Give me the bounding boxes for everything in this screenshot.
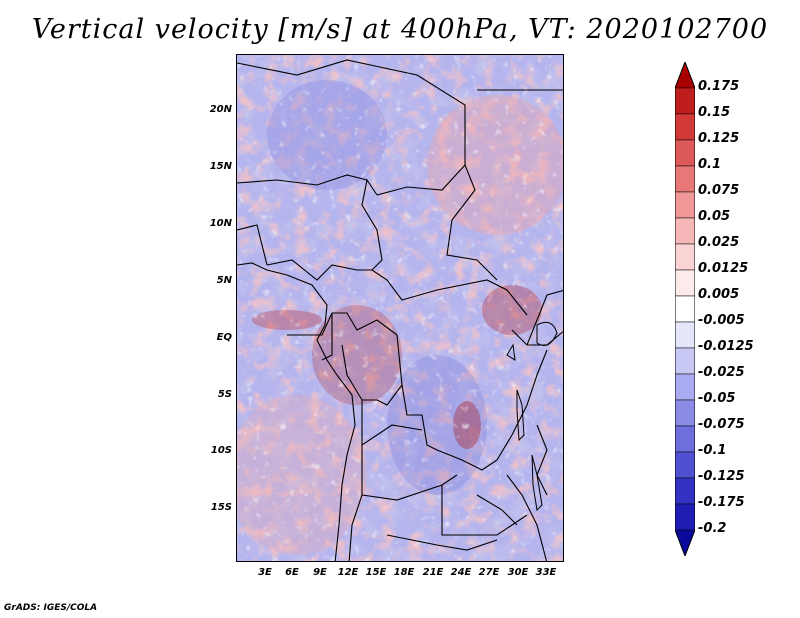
lat-label-15s: 15S (210, 502, 232, 513)
lakes (506, 321, 558, 512)
colorbar-label-neg0025: -0.025 (698, 365, 745, 380)
lake-tanganyika (516, 389, 525, 442)
lake-kivu (506, 343, 516, 361)
lon-label-21e: 21E (422, 567, 444, 578)
lat-label-10s: 10S (210, 445, 232, 456)
lon-label-33e: 33E (535, 567, 557, 578)
colorbar-label-005: 0.05 (698, 209, 731, 224)
velocity-field-map (237, 55, 563, 561)
lat-label-eq: EQ (216, 332, 232, 343)
colorbar-label-neg0075: -0.075 (698, 417, 745, 432)
colorbar-segment (675, 217, 695, 245)
colorbar-label-neg01: -0.1 (698, 443, 727, 458)
colorbar-label-neg005: -0.05 (698, 391, 736, 406)
colorbar-segment (675, 295, 695, 323)
colorbar-label-01: 0.1 (698, 157, 722, 172)
lon-label-3e: 3E (258, 567, 272, 578)
colorbar-segment (675, 87, 695, 115)
colorbar-segment (675, 243, 695, 271)
grads-footer: GrADS: IGES/COLA (4, 603, 98, 613)
colorbar-label-00125: 0.0125 (698, 261, 749, 276)
colorbar-segment (675, 113, 695, 141)
lat-label-5n: 5N (216, 275, 232, 286)
lake-malawi (531, 454, 543, 512)
colorbar-segment (675, 139, 695, 167)
lon-label-18e: 18E (393, 567, 415, 578)
lon-label-6e: 6E (285, 567, 299, 578)
colorbar-segment (675, 347, 695, 375)
map-panel (236, 54, 564, 562)
lat-label-15n: 15N (209, 161, 232, 172)
colorbar-segment (675, 477, 695, 505)
colorbar-segment (675, 451, 695, 479)
colorbar-segment (675, 269, 695, 297)
colorbar-label-0125: 0.125 (698, 131, 740, 146)
colorbar-segment (675, 373, 695, 401)
colorbar-segment (675, 425, 695, 453)
lat-label-10n: 10N (209, 218, 232, 229)
country-borders (237, 59, 563, 561)
colorbar-label-015: 0.15 (698, 105, 731, 120)
colorbar-label-neg02: -0.2 (698, 521, 727, 536)
atlantic-coastline (237, 262, 356, 561)
colorbar-segment (675, 399, 695, 427)
colorbar-segments (675, 62, 695, 556)
lat-label-5s: 5S (217, 389, 232, 400)
lon-label-30e: 30E (507, 567, 529, 578)
colorbar-label-neg0125: -0.125 (698, 469, 745, 484)
colorbar-segment (675, 62, 695, 89)
colorbar-segment (675, 165, 695, 193)
colorbar-label-0175: 0.175 (698, 79, 740, 94)
lon-label-24e: 24E (450, 567, 472, 578)
colorbar-label-neg0005: -0.005 (698, 313, 745, 328)
colorbar-label-neg0175: -0.175 (698, 495, 745, 510)
lat-label-20n: 20N (209, 104, 232, 115)
colorbar-label-neg00125: -0.0125 (698, 339, 754, 354)
lon-label-9e: 9E (313, 567, 327, 578)
colorbar-segment (675, 529, 695, 556)
colorbar-label-0005: 0.005 (698, 287, 740, 302)
map-title: Vertical velocity [m/s] at 400hPa, VT: 2… (31, 14, 769, 45)
colorbar-segment (675, 321, 695, 349)
lake-victoria (536, 321, 558, 346)
colorbar-label-0075: 0.075 (698, 183, 740, 198)
colorbar (675, 62, 695, 556)
colorbar-segment (675, 191, 695, 219)
colorbar-segment (675, 503, 695, 531)
lon-label-15e: 15E (365, 567, 387, 578)
lon-label-12e: 12E (337, 567, 359, 578)
colorbar-label-0025: 0.025 (698, 235, 740, 250)
lon-label-27e: 27E (478, 567, 500, 578)
